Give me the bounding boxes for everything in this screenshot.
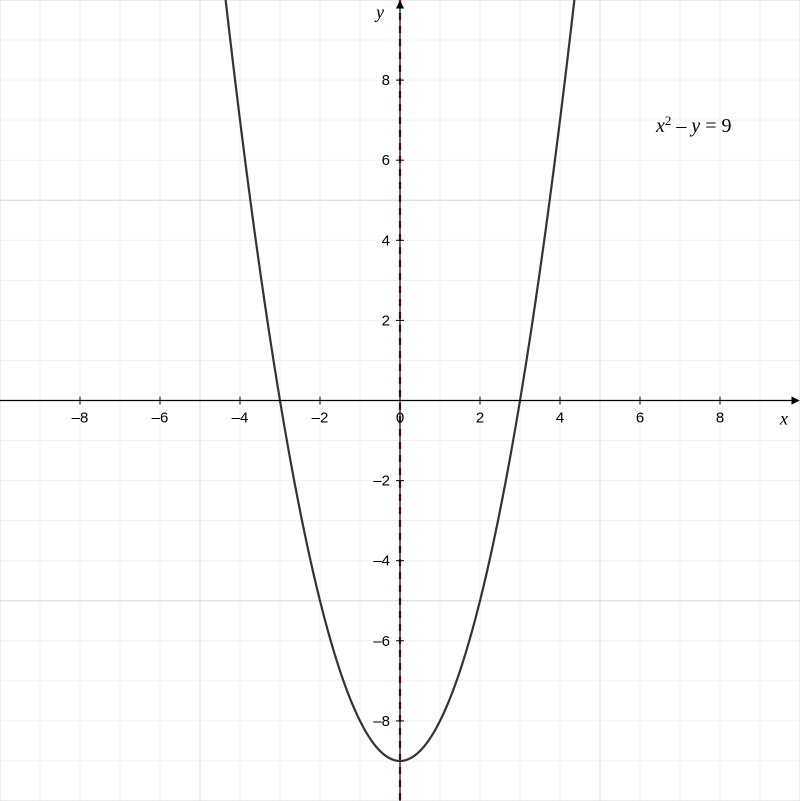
y-tick-label: 4 xyxy=(382,232,390,249)
x-tick-label: –2 xyxy=(312,410,329,427)
y-tick-label: –8 xyxy=(373,713,390,730)
y-tick-label: 8 xyxy=(382,72,390,89)
x-tick-label: –6 xyxy=(152,410,169,427)
x-axis-label: x xyxy=(779,409,788,429)
x-tick-label: 8 xyxy=(716,410,724,427)
x-tick-label: –4 xyxy=(232,410,249,427)
x-tick-label: 4 xyxy=(556,410,564,427)
x-tick-label: 2 xyxy=(476,410,484,427)
y-tick-label: –4 xyxy=(373,553,390,570)
y-axis-label: y xyxy=(374,2,384,22)
x-tick-label: 0 xyxy=(396,410,404,427)
x-tick-label: 6 xyxy=(636,410,644,427)
y-tick-label: 6 xyxy=(382,152,390,169)
parabola-chart: xy–8–6–4–202468–8–6–4–22468x2 – y = 9 xyxy=(0,0,800,801)
y-tick-label: –2 xyxy=(373,473,390,490)
y-tick-label: 2 xyxy=(382,312,390,329)
y-tick-label: –6 xyxy=(373,633,390,650)
x-tick-label: –8 xyxy=(72,410,89,427)
